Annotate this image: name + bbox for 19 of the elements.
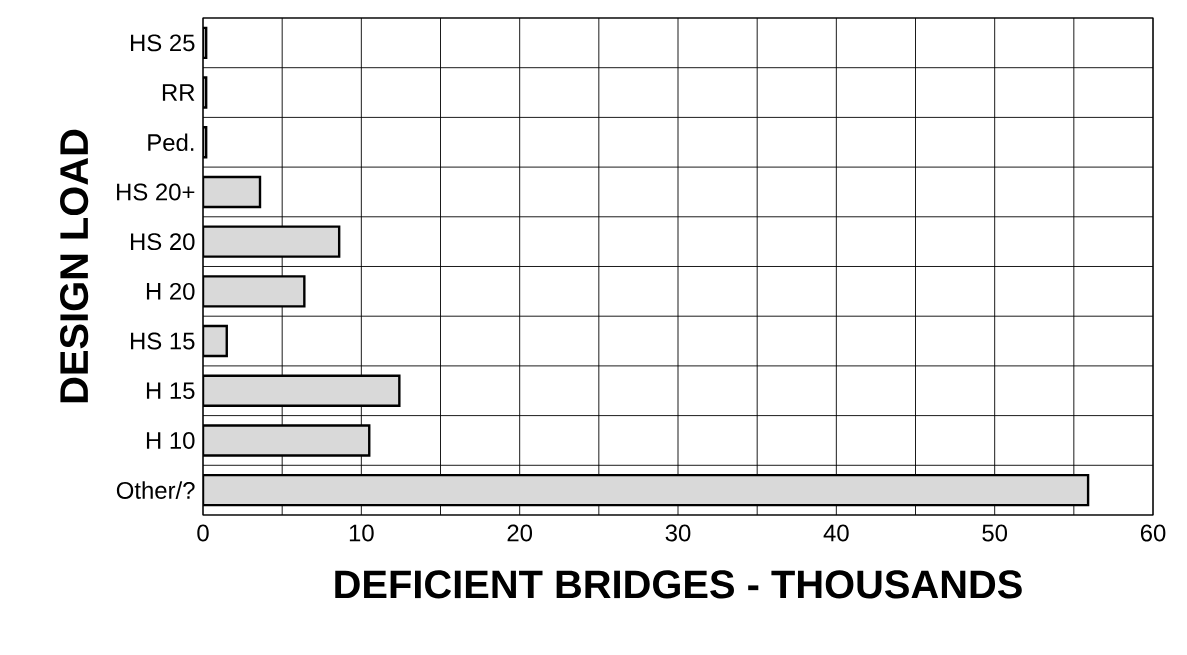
x-tick-label: 30 xyxy=(665,524,691,542)
y-tick-label: Ped. xyxy=(148,133,194,152)
x-tick-label: 20 xyxy=(507,524,533,542)
y-tick-label: H 15 xyxy=(146,382,195,400)
x-axis-title: DEFICIENT BRIDGES - THOUSANDS xyxy=(335,570,1022,599)
x-tick-label: 40 xyxy=(823,524,849,542)
y-axis-title: DESIGN LOAD xyxy=(60,129,89,403)
x-tick-label: 0 xyxy=(197,524,209,542)
x-tick-label: 10 xyxy=(349,524,374,542)
y-tick-label: RR xyxy=(162,84,195,101)
y-tick-label: H 20 xyxy=(146,282,195,300)
y-tick-label: HS 25 xyxy=(131,34,195,52)
y-tick-label: HS 15 xyxy=(131,332,195,350)
y-tick-label: HS 20 xyxy=(131,233,195,251)
y-tick-label: HS 20+ xyxy=(117,183,195,201)
y-tick-label: Other/? xyxy=(116,481,195,499)
x-tick-label: 60 xyxy=(1140,524,1166,542)
y-tick-label: H 10 xyxy=(146,431,195,449)
x-tick-label: 50 xyxy=(982,524,1008,542)
